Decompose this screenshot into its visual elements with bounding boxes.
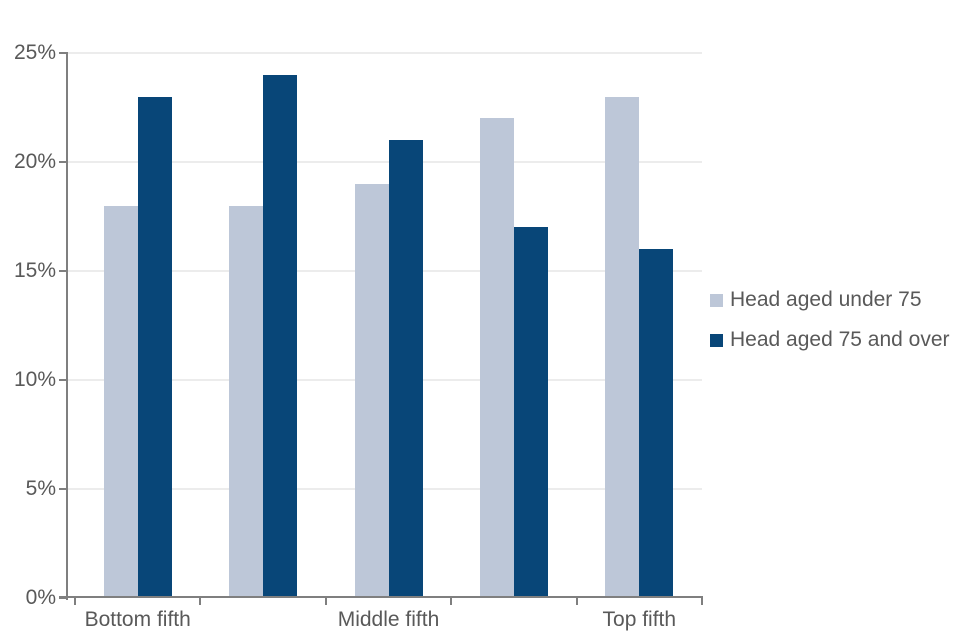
legend-item-under-75: Head aged under 75	[710, 283, 950, 317]
bar-75-and-over-group-1	[137, 96, 172, 598]
bar-under-75-group-2	[229, 205, 264, 598]
legend-swatch-under-75-icon	[710, 293, 723, 307]
x-axis-label-group-3: Middle fifth	[337, 608, 440, 631]
y-tick-0%	[59, 597, 68, 599]
legend-swatch-75-and-over-icon	[710, 333, 723, 347]
y-axis-label-25%: 25%	[13, 41, 56, 64]
bar-75-and-over-group-2	[263, 74, 298, 598]
bar-under-75-group-1	[103, 205, 138, 598]
gridline-25%	[68, 52, 702, 54]
x-tick-2	[324, 596, 327, 605]
y-axis-label-5%: 5%	[25, 477, 56, 500]
y-axis-label-10%: 10%	[13, 368, 56, 391]
gridline-20%	[68, 161, 702, 163]
legend: Head aged under 75 Head aged 75 and over	[710, 283, 950, 363]
legend-label-75-and-over: Head aged 75 and over	[730, 328, 950, 351]
x-tick-5	[701, 596, 703, 605]
y-axis-label-20%: 20%	[13, 150, 56, 173]
plot-area	[68, 52, 702, 598]
x-tick-0	[74, 596, 76, 605]
bar-under-75-group-4	[479, 118, 514, 598]
legend-label-under-75: Head aged under 75	[730, 288, 922, 311]
y-tick-20%	[59, 161, 68, 163]
legend-item-75-and-over: Head aged 75 and over	[710, 323, 950, 357]
y-axis-label-15%: 15%	[13, 259, 56, 282]
bar-75-and-over-group-4	[513, 227, 548, 598]
y-axis-label-0%: 0%	[25, 586, 56, 609]
y-tick-25%	[59, 52, 68, 54]
y-tick-15%	[59, 270, 68, 272]
y-axis-line	[66, 53, 68, 600]
x-tick-4	[575, 596, 578, 605]
x-axis-label-group-5: Top fifth	[602, 608, 677, 631]
bar-75-and-over-group-3	[388, 140, 423, 598]
bar-under-75-group-5	[605, 96, 640, 598]
bar-under-75-group-3	[354, 183, 389, 598]
y-tick-5%	[59, 488, 68, 490]
x-tick-1	[199, 596, 202, 605]
bar-75-and-over-group-5	[639, 249, 674, 598]
y-tick-10%	[59, 379, 68, 381]
x-axis-label-group-1: Bottom fifth	[84, 608, 191, 631]
x-tick-3	[450, 596, 453, 605]
x-axis-line	[59, 596, 702, 598]
